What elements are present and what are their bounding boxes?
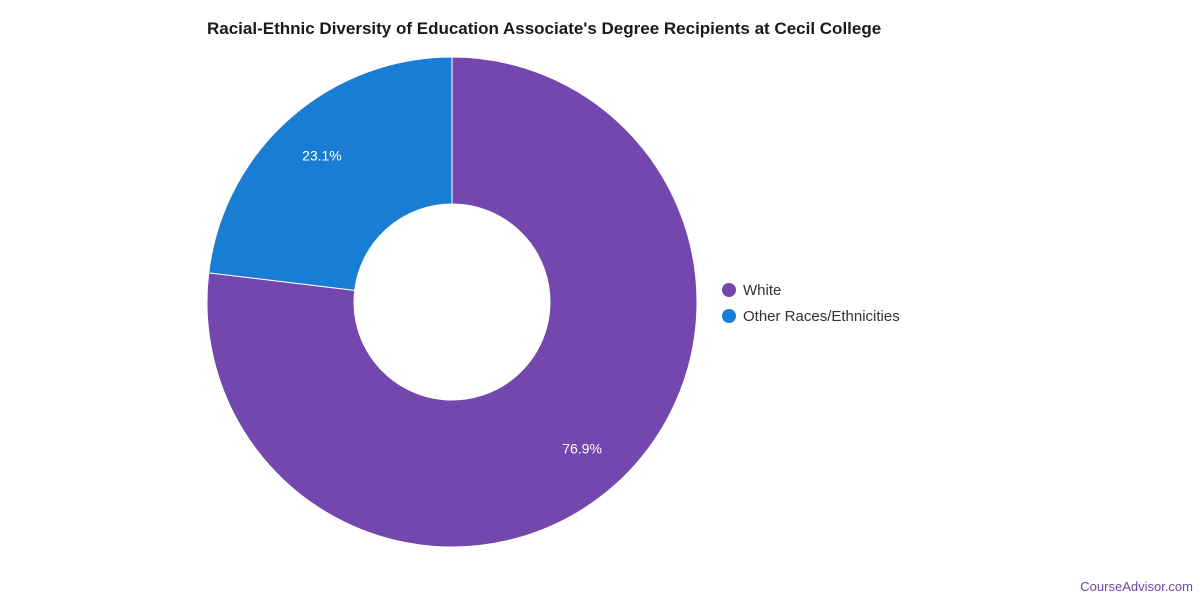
legend-item[interactable]: White bbox=[722, 282, 781, 299]
slice-labels-group: 76.9% 23.1% bbox=[302, 147, 602, 456]
slices-group bbox=[206, 56, 698, 548]
slice-value-label: 23.1% bbox=[302, 147, 342, 163]
legend-swatch bbox=[722, 283, 736, 297]
legend-label: Other Races/Ethnicities bbox=[743, 308, 900, 325]
slice-other-races-ethnicities[interactable] bbox=[208, 56, 453, 291]
legend-item[interactable]: Other Races/Ethnicities bbox=[722, 308, 900, 325]
source-credit[interactable]: CourseAdvisor.com bbox=[1080, 579, 1193, 594]
legend-label: White bbox=[743, 282, 781, 299]
slice-value-label: 76.9% bbox=[562, 441, 602, 457]
legend: White Other Races/Ethnicities bbox=[722, 282, 900, 325]
slice-white[interactable] bbox=[206, 56, 698, 548]
chart-title: Racial-Ethnic Diversity of Education Ass… bbox=[207, 19, 881, 38]
legend-swatch bbox=[722, 309, 736, 323]
